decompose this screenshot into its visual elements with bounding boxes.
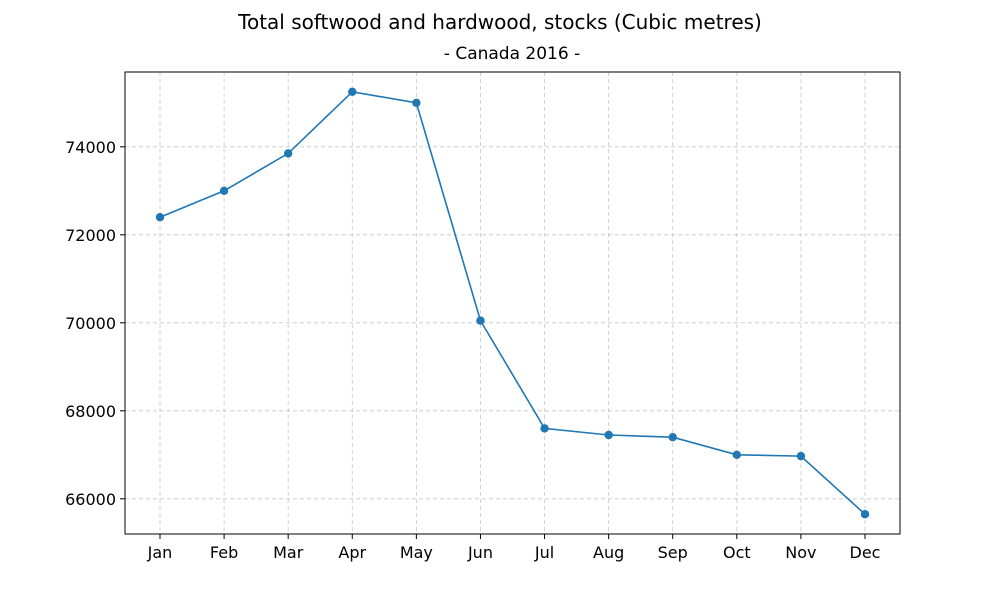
chart-subtitle: - Canada 2016 - xyxy=(444,44,580,64)
series-layer xyxy=(155,87,870,519)
x-tick-label: Dec xyxy=(850,543,881,562)
x-tick-label: Jun xyxy=(467,543,493,562)
x-tick-label: Apr xyxy=(338,543,366,562)
data-point xyxy=(540,424,549,433)
x-tick-label: Feb xyxy=(210,543,238,562)
data-point xyxy=(348,87,357,97)
y-tick-label: 66000 xyxy=(65,490,116,509)
x-tick-label: Aug xyxy=(593,543,624,562)
data-point xyxy=(732,450,742,459)
data-point xyxy=(219,186,229,195)
y-tick-label: 74000 xyxy=(65,138,116,157)
x-tick-label: Sep xyxy=(658,543,688,562)
data-point xyxy=(796,451,806,461)
y-tick-label: 68000 xyxy=(65,402,116,421)
data-point xyxy=(283,149,293,158)
data-point xyxy=(604,430,613,440)
chart-title: Total softwood and hardwood, stocks (Cub… xyxy=(237,10,762,34)
x-tick-label: May xyxy=(400,543,433,562)
data-point xyxy=(476,316,485,325)
y-tick-label: 70000 xyxy=(65,314,116,333)
axes: Jan Feb Mar Apr May Jun Jul Aug Sep Oct Nov Dec 6600… xyxy=(65,71,901,562)
plot-frame xyxy=(124,71,901,535)
data-point xyxy=(668,433,677,442)
data-point xyxy=(412,98,421,108)
data-point xyxy=(155,213,165,222)
x-tick-label: Jan xyxy=(147,543,173,562)
y-tick-label: 72000 xyxy=(65,226,116,245)
x-tick-label: Jul xyxy=(534,543,554,562)
grid-lines xyxy=(125,72,900,534)
data-point xyxy=(860,510,870,519)
x-tick-label: Oct xyxy=(723,543,751,562)
x-tick-label: Mar xyxy=(273,543,304,562)
x-tick-label: Nov xyxy=(785,543,816,562)
series-line xyxy=(159,90,866,515)
